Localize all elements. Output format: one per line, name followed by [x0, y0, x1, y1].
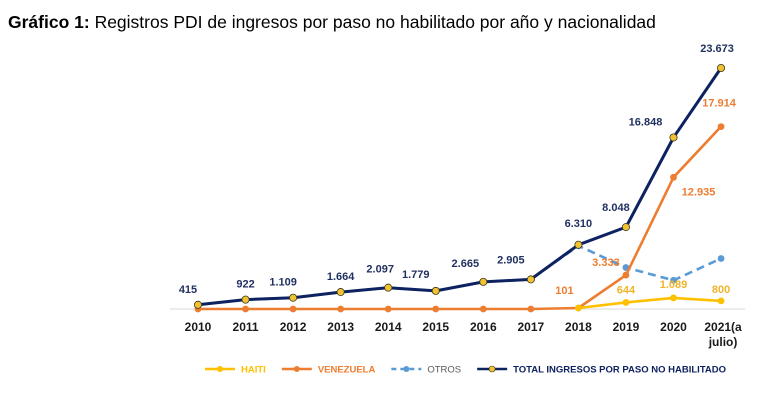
data-point: [479, 277, 488, 286]
legend-marker: [403, 366, 410, 372]
data-label: 1.779: [402, 269, 430, 281]
data-label: 800: [712, 284, 730, 296]
data-point: [479, 305, 487, 313]
data-point: [717, 255, 725, 262]
x-tick-label: 2010: [185, 320, 212, 334]
legend-label: OTROS: [427, 365, 461, 376]
data-label: 1.089: [660, 279, 688, 291]
series-line-venezuela: [198, 125, 722, 311]
chart-title: Gráfico 1: Registros PDI de ingresos por…: [8, 12, 656, 33]
data-point: [527, 305, 535, 313]
data-label: 644: [617, 284, 636, 296]
data-label: 2.665: [452, 258, 480, 270]
data-point: [432, 305, 440, 313]
data-label: 16.848: [629, 116, 663, 128]
data-label: 1.109: [269, 277, 297, 289]
x-tick-label: 2021(a: [704, 320, 742, 334]
chart-title-text: Registros PDI de ingresos por paso no ha…: [89, 12, 656, 32]
x-tick-label: 2013: [327, 320, 354, 334]
data-point: [575, 304, 582, 312]
data-label: 922: [236, 279, 254, 291]
data-point: [717, 64, 726, 73]
series-line-otros: [197, 244, 722, 307]
data-point: [717, 297, 725, 305]
data-label: 2.097: [366, 264, 394, 276]
data-label: 1.664: [327, 271, 355, 283]
data-point: [622, 299, 630, 306]
data-label: 12.935: [682, 186, 716, 198]
data-point: [241, 295, 250, 304]
data-label: 101: [555, 285, 573, 297]
x-tick-label: 2020: [660, 320, 687, 334]
x-tick-label: 2019: [613, 320, 640, 334]
x-tick-label: 2017: [517, 320, 544, 334]
x-tick-label: 2016: [470, 320, 497, 334]
data-label: 6.310: [565, 218, 593, 230]
legend-label: HAITI: [241, 365, 266, 376]
legend-label: VENEZUELA: [318, 365, 376, 376]
series-line-total: [197, 67, 723, 307]
data-point: [526, 275, 535, 284]
data-label: 8.048: [602, 202, 630, 214]
data-point: [193, 300, 202, 309]
data-point: [289, 305, 297, 313]
legend-label: TOTAL INGRESOS POR PASO NO HABILITADO: [513, 365, 726, 376]
data-point: [670, 276, 677, 284]
data-point: [670, 173, 677, 181]
x-tick-label: 2018: [565, 320, 592, 334]
data-point: [336, 288, 345, 297]
data-label: 415: [179, 284, 197, 296]
x-tick-label: 2014: [375, 320, 402, 334]
data-point: [622, 271, 630, 279]
data-point: [384, 283, 393, 292]
data-point: [242, 305, 249, 313]
data-label: 2.905: [497, 254, 525, 266]
chart-title-bold: Gráfico 1:: [8, 12, 90, 32]
x-tick-label: 2011: [233, 320, 259, 334]
data-point: [384, 305, 392, 313]
x-tick-label: julio): [708, 335, 738, 349]
data-point: [621, 223, 630, 232]
data-point: [670, 294, 677, 302]
data-point: [337, 305, 345, 313]
legend-marker: [217, 366, 223, 372]
legend-marker: [488, 365, 496, 373]
series-line-haiti: [578, 296, 722, 310]
data-point: [574, 240, 583, 249]
data-point: [431, 286, 440, 295]
legend-marker: [293, 366, 300, 372]
data-point: [669, 133, 678, 142]
data-point: [717, 123, 725, 131]
data-point: [289, 293, 298, 302]
x-tick-label: 2015: [422, 320, 449, 334]
data-label: 17.914: [702, 98, 737, 110]
data-label: 23.673: [700, 43, 734, 55]
x-tick-label: 2012: [280, 320, 307, 334]
data-label: 3.333: [592, 257, 620, 269]
